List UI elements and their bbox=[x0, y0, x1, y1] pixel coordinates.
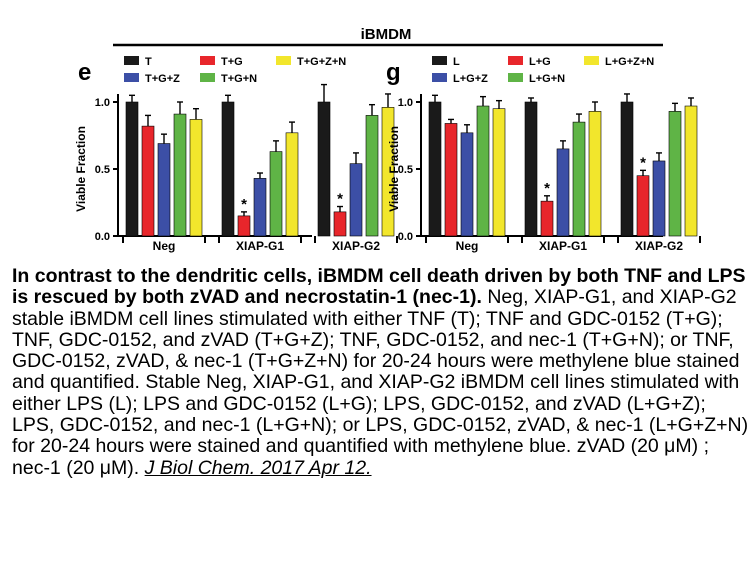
panel-e: e T T+G T+G+Z+N T+G+Z T+G+N 0.0 0.5 1.0 Via… bbox=[74, 56, 398, 253]
legend: L L+G L+G+Z+N L+G+Z L+G+N bbox=[432, 56, 654, 85]
legend: T T+G T+G+Z+N T+G+Z T+G+N bbox=[124, 56, 346, 85]
legend-swatch-TGZN bbox=[276, 56, 291, 65]
figure: iBMDM e T T+G T+G+Z+N T+G+Z T+G+N 0.0 0.5… bbox=[74, 26, 701, 253]
legend-swatch-TGN bbox=[200, 73, 215, 82]
citation-link[interactable]: J Biol Chem. 2017 Apr 12. bbox=[144, 456, 372, 479]
bar bbox=[652, 160, 666, 237]
panel-g: g L L+G L+G+Z+N L+G+Z L+G+N 0.0 0.5 1.0 Via… bbox=[386, 56, 701, 253]
category-label: Neg bbox=[153, 239, 176, 253]
legend-swatch-TGZ bbox=[124, 73, 139, 82]
category-label: XIAP-G2 bbox=[635, 239, 683, 253]
bar bbox=[572, 121, 586, 237]
bar bbox=[460, 132, 474, 237]
bar bbox=[668, 111, 682, 237]
bar bbox=[333, 211, 347, 237]
category-label: XIAP-G1 bbox=[539, 239, 587, 253]
bar bbox=[636, 175, 650, 237]
figure-caption: In contrast to the dendritic cells, iBMD… bbox=[12, 265, 752, 479]
y-tick-label: 0.0 bbox=[398, 231, 413, 243]
bar bbox=[540, 200, 554, 237]
bar bbox=[556, 148, 570, 237]
legend-label-LG: L+G bbox=[529, 56, 551, 68]
y-tick-label: 0.0 bbox=[95, 231, 110, 243]
bar bbox=[125, 101, 139, 237]
bar bbox=[620, 101, 634, 237]
category-label: XIAP-G1 bbox=[236, 239, 284, 253]
bar bbox=[428, 101, 442, 237]
bar bbox=[684, 105, 698, 237]
y-tick-label: 1.0 bbox=[398, 97, 413, 109]
legend-swatch-LGZ bbox=[432, 73, 447, 82]
category-label: Neg bbox=[456, 239, 479, 253]
caption-lead: In contrast to the dendritic cells, iBMD… bbox=[12, 265, 746, 309]
legend-label-T: T bbox=[145, 56, 152, 68]
legend-label-TG: T+G bbox=[221, 56, 243, 68]
bar bbox=[444, 123, 458, 237]
legend-label-TGZ: T+G+Z bbox=[145, 73, 180, 85]
y-tick-label: 0.5 bbox=[95, 164, 110, 176]
significance-annotation: * bbox=[241, 196, 247, 213]
bar bbox=[524, 101, 538, 237]
y-axis-label: Viable Fraction bbox=[387, 126, 401, 212]
y-tick-label: 0.5 bbox=[398, 164, 413, 176]
bar bbox=[237, 215, 251, 237]
bar bbox=[141, 125, 155, 237]
bar bbox=[253, 178, 267, 237]
figure-title: iBMDM bbox=[361, 26, 412, 43]
bar bbox=[476, 105, 490, 237]
y-tick-label: 1.0 bbox=[95, 97, 110, 109]
legend-swatch-LGZN bbox=[584, 56, 599, 65]
legend-label-TGZN: T+G+Z+N bbox=[297, 56, 346, 68]
panel-letter: e bbox=[78, 59, 91, 86]
bar bbox=[221, 101, 235, 237]
bar bbox=[588, 111, 602, 237]
significance-annotation: * bbox=[337, 191, 343, 208]
significance-annotation: * bbox=[544, 180, 550, 197]
legend-swatch-LG bbox=[508, 56, 523, 65]
bar bbox=[365, 115, 379, 237]
legend-swatch-L bbox=[432, 56, 447, 65]
legend-label-LGN: L+G+N bbox=[529, 73, 565, 85]
legend-label-TGN: T+G+N bbox=[221, 73, 257, 85]
bar bbox=[349, 163, 363, 237]
legend-label-LGZN: L+G+Z+N bbox=[605, 56, 654, 68]
legend-swatch-TG bbox=[200, 56, 215, 65]
bar bbox=[285, 132, 299, 237]
category-label: XIAP-G2 bbox=[332, 239, 380, 253]
bar bbox=[317, 101, 331, 237]
legend-label-L: L bbox=[453, 56, 460, 68]
y-axis-label: Viable Fraction bbox=[74, 126, 88, 212]
bar bbox=[157, 143, 171, 237]
bar bbox=[173, 113, 187, 237]
significance-annotation: * bbox=[640, 154, 646, 171]
bar bbox=[189, 119, 203, 237]
bar bbox=[269, 151, 283, 237]
legend-swatch-T bbox=[124, 56, 139, 65]
caption-body: Neg, XIAP-G1, and XIAP-G2 stable iBMDM c… bbox=[12, 286, 749, 479]
legend-swatch-LGN bbox=[508, 73, 523, 82]
bar bbox=[492, 108, 506, 237]
legend-label-LGZ: L+G+Z bbox=[453, 73, 488, 85]
panel-letter: g bbox=[386, 59, 401, 86]
